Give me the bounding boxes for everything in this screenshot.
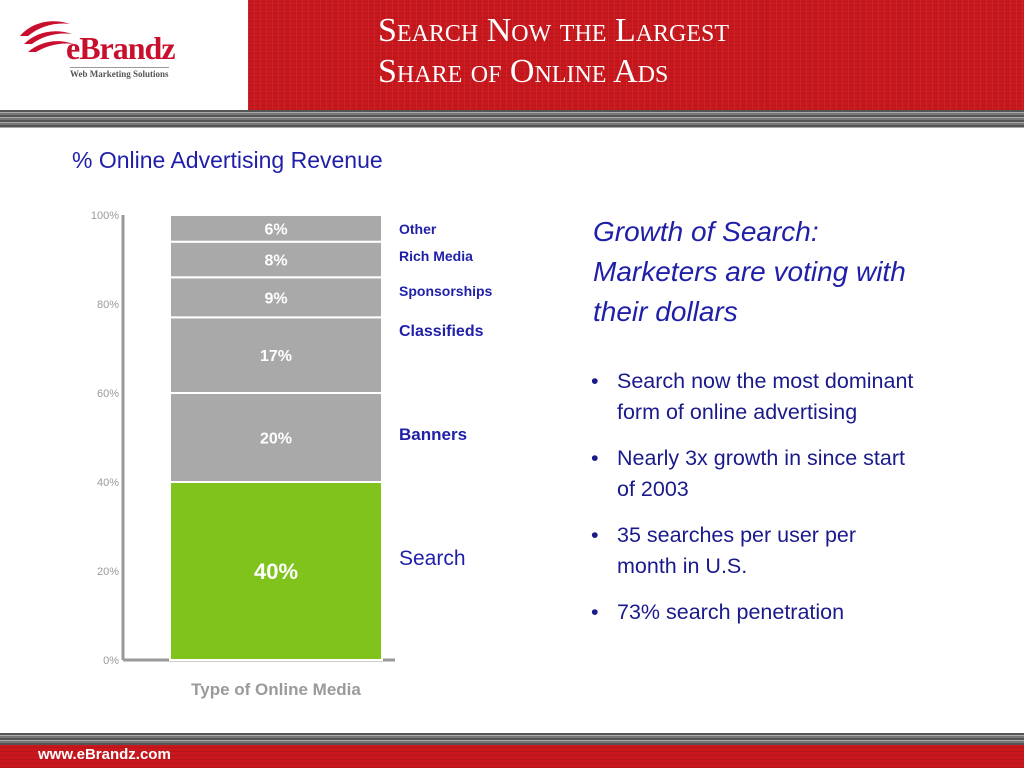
y-tick-label: 100% <box>91 210 119 222</box>
data-label: 20% <box>260 431 292 448</box>
bullet-text: 73% search penetration <box>617 600 845 624</box>
bar-segment-sponsorships <box>169 276 383 319</box>
y-tick-label: 80% <box>97 299 119 311</box>
bar-segment-other <box>169 214 383 243</box>
y-tick-label: 0% <box>103 655 119 667</box>
page-title-line2: Share of Online Ads <box>378 53 669 90</box>
bullet-list: • Search now the most dominant form of on… <box>590 366 920 643</box>
header-divider <box>0 110 1024 128</box>
bullet-text: 35 searches per user per month in U.S. <box>617 523 857 578</box>
bullet-item: • 73% search penetration <box>591 600 845 624</box>
x-axis-label: Type of Online Media <box>191 680 361 699</box>
page-title: Search Now the Largest Share of Online A… <box>378 10 729 92</box>
header: eBrandz Web Marketing Solutions Search N… <box>0 0 1024 110</box>
data-label: 17% <box>260 348 292 365</box>
logo-text: eBrandz <box>66 30 176 66</box>
bar-segment-search <box>169 481 383 661</box>
series-label-rich-media: Rich Media <box>399 248 473 264</box>
bullet-item: • Nearly 3x growth in since start of 2003 <box>591 446 905 501</box>
logo-tagline: Web Marketing Solutions <box>70 67 169 79</box>
series-label-sponsorships: Sponsorships <box>399 283 493 299</box>
chart-title: % Online Advertising Revenue <box>72 147 383 173</box>
logo-swoosh-icon <box>20 21 74 52</box>
series-label-other: Other <box>399 221 437 237</box>
footer-divider <box>0 733 1024 745</box>
stacked-bar-chart: 0% 20% 40% 60% 80% 100% 40% 20% 17% 9% 8% 6% Type of… <box>91 210 395 699</box>
series-label-banners: Banners <box>399 425 468 444</box>
y-tick-label: 20% <box>97 566 119 578</box>
logo[interactable]: eBrandz Web Marketing Solutions <box>0 0 248 110</box>
footer-url-link[interactable]: www.eBrandz.com <box>38 746 171 763</box>
data-label: 40% <box>254 559 298 584</box>
y-tick-label: 60% <box>97 388 119 400</box>
footer: www.eBrandz.com <box>0 745 1024 768</box>
page-title-line1: Search Now the Largest <box>378 12 730 49</box>
title-band <box>248 0 1024 110</box>
data-label: 9% <box>264 290 287 307</box>
y-tick-label: 40% <box>97 477 119 489</box>
bullet-text: Nearly 3x growth in since start of 2003 <box>617 446 905 501</box>
series-label-classifieds: Classifieds <box>399 323 484 340</box>
data-label: 6% <box>264 221 287 238</box>
bar-segment-banners <box>169 392 383 483</box>
bullet-text: Search now the most dominant form of onl… <box>617 369 914 424</box>
bullet-item: • Search now the most dominant form of on… <box>591 369 914 424</box>
side-heading: Growth of Search: Marketers are voting w… <box>593 216 906 327</box>
bullet-item: • 35 searches per user per month in U.S. <box>591 523 857 578</box>
series-label-search: Search <box>399 547 466 570</box>
data-label: 8% <box>264 253 287 270</box>
